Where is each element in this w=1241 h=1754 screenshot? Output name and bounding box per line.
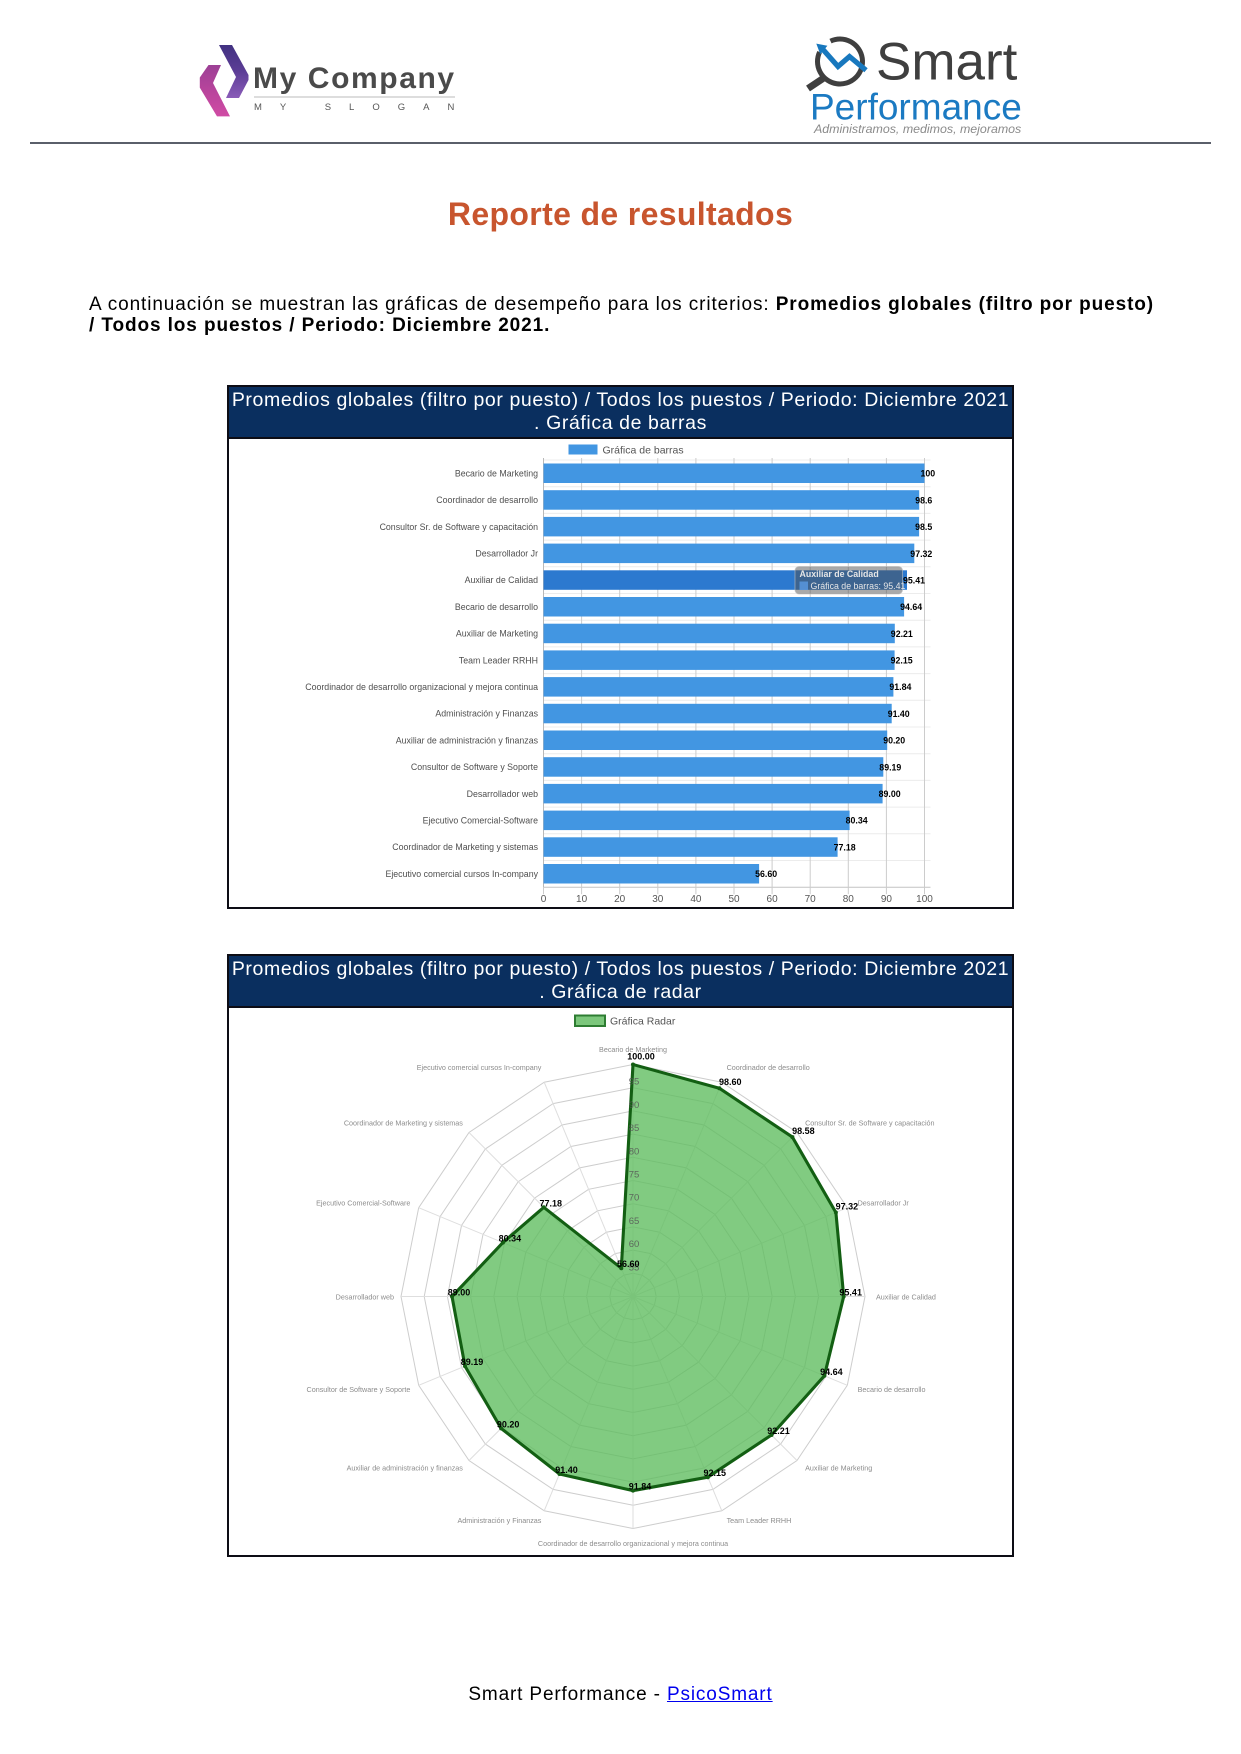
svg-text:97.32: 97.32 [836, 1202, 859, 1212]
svg-text:Gráfica de barras: 95.41: Gráfica de barras: 95.41 [811, 581, 906, 591]
svg-text:My Company: My Company [253, 62, 456, 95]
svg-text:98.58: 98.58 [792, 1126, 815, 1136]
svg-text:Performance: Performance [810, 87, 1022, 128]
svg-text:Ejecutivo comercial cursos In-: Ejecutivo comercial cursos In-company [417, 1063, 542, 1072]
svg-text:92.21: 92.21 [891, 629, 913, 639]
svg-text:Consultor Sr. de Software y ca: Consultor Sr. de Software y capacitación [380, 522, 539, 532]
svg-text:90: 90 [629, 1100, 640, 1111]
svg-text:89.19: 89.19 [461, 1357, 484, 1367]
svg-text:50: 50 [728, 894, 740, 905]
svg-text:Coordinador de desarrollo orga: Coordinador de desarrollo organizacional… [538, 1539, 728, 1548]
svg-text:Auxiliar de administración y f: Auxiliar de administración y finanzas [396, 735, 539, 745]
svg-text:55: 55 [629, 1262, 640, 1273]
svg-text:Smart: Smart [876, 33, 1018, 92]
svg-text:Coordinador de Marketing y sis: Coordinador de Marketing y sistemas [392, 842, 538, 852]
svg-text:56.60: 56.60 [755, 869, 777, 879]
svg-text:Ejecutivo Comercial-Software: Ejecutivo Comercial-Software [423, 816, 538, 826]
svg-text:85: 85 [629, 1123, 640, 1134]
svg-text:70: 70 [805, 894, 817, 905]
svg-text:80: 80 [629, 1146, 640, 1157]
svg-text:91.84: 91.84 [629, 1482, 652, 1492]
svg-text:80.34: 80.34 [499, 1234, 522, 1244]
svg-text:Becario de desarrollo: Becario de desarrollo [455, 602, 538, 612]
svg-text:Ejecutivo Comercial-Software: Ejecutivo Comercial-Software [316, 1198, 410, 1207]
svg-text:Consultor de Software y Soport: Consultor de Software y Soporte [307, 1385, 411, 1394]
svg-text:Consultor de Software y Soport: Consultor de Software y Soporte [411, 762, 538, 772]
svg-text:65: 65 [629, 1216, 640, 1227]
svg-text:100: 100 [921, 469, 936, 479]
svg-text:94.64: 94.64 [820, 1367, 843, 1377]
svg-text:77.18: 77.18 [540, 1198, 563, 1208]
svg-text:80: 80 [843, 894, 855, 905]
svg-text:Auxiliar de administración y f: Auxiliar de administración y finanzas [347, 1464, 464, 1473]
svg-text:Administración y Finanzas: Administración y Finanzas [435, 709, 538, 719]
svg-text:20: 20 [614, 894, 626, 905]
svg-text:95.41: 95.41 [903, 576, 925, 586]
svg-text:Coordinador de Marketing y sis: Coordinador de Marketing y sistemas [344, 1118, 463, 1127]
svg-text:91.40: 91.40 [555, 1465, 578, 1475]
svg-text:Administramos, medimos, mejora: Administramos, medimos, mejoramos [813, 122, 1021, 136]
svg-text:92.21: 92.21 [767, 1426, 790, 1436]
svg-text:Coordinador de desarrollo: Coordinador de desarrollo [727, 1063, 810, 1072]
svg-text:89.00: 89.00 [448, 1288, 471, 1298]
svg-text:Becario de Marketing: Becario de Marketing [599, 1045, 667, 1054]
svg-text:98.6: 98.6 [915, 495, 932, 505]
svg-text:40: 40 [690, 894, 702, 905]
svg-text:Auxiliar de Marketing: Auxiliar de Marketing [456, 629, 538, 639]
svg-text:95.41: 95.41 [839, 1288, 862, 1298]
svg-text:90.20: 90.20 [497, 1419, 520, 1429]
svg-text:95: 95 [629, 1077, 640, 1088]
svg-text:92.15: 92.15 [704, 1468, 727, 1478]
svg-text:30: 30 [652, 894, 664, 905]
svg-text:Becario de Marketing: Becario de Marketing [455, 469, 538, 479]
svg-text:Administración y Finanzas: Administración y Finanzas [458, 1516, 542, 1525]
svg-text:100.00: 100.00 [627, 1052, 655, 1062]
svg-text:98.60: 98.60 [719, 1077, 742, 1087]
svg-text:77.18: 77.18 [834, 842, 856, 852]
svg-text:89.19: 89.19 [879, 762, 901, 772]
svg-text:Consultor Sr. de Software y ca: Consultor Sr. de Software y capacitación [805, 1118, 934, 1127]
svg-text:MY SLOGAN: MY SLOGAN [254, 102, 466, 113]
svg-text:Becario de desarrollo: Becario de desarrollo [858, 1385, 926, 1394]
svg-text:0: 0 [541, 894, 547, 905]
svg-text:80.34: 80.34 [846, 816, 868, 826]
svg-text:91.40: 91.40 [888, 709, 910, 719]
svg-text:10: 10 [576, 894, 588, 905]
svg-text:94.64: 94.64 [900, 602, 922, 612]
svg-text:Auxiliar de Calidad: Auxiliar de Calidad [465, 575, 538, 585]
svg-text:Team Leader RRHH: Team Leader RRHH [459, 655, 538, 665]
svg-text:Team Leader RRHH: Team Leader RRHH [727, 1516, 792, 1525]
svg-text:98.5: 98.5 [915, 522, 932, 532]
svg-text:70: 70 [629, 1193, 640, 1204]
svg-text:90.20: 90.20 [883, 736, 905, 746]
svg-text:Gráfica de barras: Gráfica de barras [603, 445, 684, 457]
svg-text:Gráfica Radar: Gráfica Radar [610, 1016, 676, 1028]
svg-text:Desarrollador Jr: Desarrollador Jr [475, 549, 538, 559]
svg-text:Desarrollador web: Desarrollador web [336, 1293, 394, 1302]
svg-text:100: 100 [916, 894, 933, 905]
svg-text:Auxiliar de Marketing: Auxiliar de Marketing [805, 1464, 872, 1473]
svg-text:60: 60 [629, 1239, 640, 1250]
svg-text:Coordinador de desarrollo: Coordinador de desarrollo [436, 495, 538, 505]
svg-text:Auxiliar de Calidad: Auxiliar de Calidad [800, 569, 879, 579]
svg-text:56.60: 56.60 [617, 1259, 640, 1269]
svg-text:Coordinador de desarrollo orga: Coordinador de desarrollo organizacional… [305, 682, 538, 692]
svg-text:75: 75 [629, 1170, 640, 1181]
svg-text:Desarrollador web: Desarrollador web [467, 789, 538, 799]
svg-text:60: 60 [767, 894, 779, 905]
svg-text:90: 90 [881, 894, 893, 905]
svg-text:Auxiliar de Calidad: Auxiliar de Calidad [876, 1293, 936, 1302]
svg-text:92.15: 92.15 [891, 656, 913, 666]
svg-text:Desarrollador Jr: Desarrollador Jr [858, 1198, 910, 1207]
svg-text:Ejecutivo comercial cursos In-: Ejecutivo comercial cursos In-company [385, 869, 538, 879]
svg-text:97.32: 97.32 [910, 549, 932, 559]
svg-text:89.00: 89.00 [879, 789, 901, 799]
svg-text:91.84: 91.84 [889, 682, 911, 692]
